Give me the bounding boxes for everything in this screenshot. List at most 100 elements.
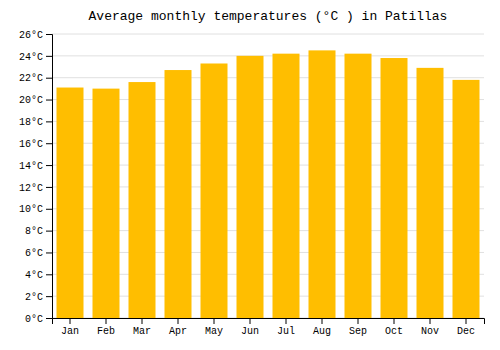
x-tick-mark xyxy=(430,318,431,324)
y-tick-label: 18°C xyxy=(19,117,43,128)
bar xyxy=(57,88,84,318)
y-tick-label: 24°C xyxy=(19,52,43,63)
y-tick-label: 4°C xyxy=(25,270,43,281)
x-tick-mark xyxy=(214,318,215,324)
x-tick: Apr xyxy=(169,318,187,337)
x-tick-label: Jan xyxy=(61,326,79,337)
grid-line xyxy=(52,55,484,56)
bars xyxy=(57,50,480,318)
x-tick: Dec xyxy=(457,318,475,337)
x-tick: Jun xyxy=(241,318,259,337)
y-tick: 6°C xyxy=(25,248,52,259)
x-tick-label: Apr xyxy=(169,326,187,337)
x-tick-mark xyxy=(322,318,323,324)
bar xyxy=(165,70,192,318)
y-tick: 24°C xyxy=(19,52,52,63)
y-tick-mark xyxy=(46,34,52,35)
x-tick-mark xyxy=(178,318,179,324)
x-tick-mark xyxy=(394,318,395,324)
x-tick-mark xyxy=(466,318,467,324)
x-tick-label: Jul xyxy=(277,326,295,337)
bar xyxy=(453,80,480,318)
x-tick: Jan xyxy=(61,318,79,337)
y-tick-label: 0°C xyxy=(25,314,43,325)
y-tick-mark xyxy=(46,121,52,122)
y-tick-label: 22°C xyxy=(19,73,43,84)
bar xyxy=(237,56,264,318)
y-tick-label: 6°C xyxy=(25,248,43,259)
y-tick-mark xyxy=(46,187,52,188)
y-tick-mark xyxy=(46,78,52,79)
y-tick-label: 2°C xyxy=(25,292,43,303)
y-tick-mark xyxy=(46,209,52,210)
y-tick-label: 16°C xyxy=(19,139,43,150)
x-tick-mark xyxy=(142,318,143,324)
grid xyxy=(52,34,484,318)
bar xyxy=(417,68,444,318)
y-tick-label: 14°C xyxy=(19,161,43,172)
y-tick: 16°C xyxy=(19,139,52,150)
y-tick: 14°C xyxy=(19,161,52,172)
y-axis-line xyxy=(46,35,53,319)
y-tick: 26°C xyxy=(19,30,52,41)
x-tick-label: Mar xyxy=(133,326,151,337)
y-tick-mark xyxy=(46,100,52,101)
y-tick: 2°C xyxy=(25,292,52,303)
y-tick-mark xyxy=(46,165,52,166)
y-tick-mark xyxy=(46,318,52,319)
grid-line xyxy=(52,34,484,35)
x-tick-label: Sep xyxy=(349,326,367,337)
x-tick: Feb xyxy=(97,318,115,337)
bar xyxy=(129,82,156,318)
y-tick: 4°C xyxy=(25,270,52,281)
x-tick-label: Aug xyxy=(313,326,331,337)
y-tick: 20°C xyxy=(19,95,52,106)
bar xyxy=(309,50,336,318)
x-tick: May xyxy=(205,318,223,337)
bar xyxy=(273,54,300,318)
bar xyxy=(93,89,120,318)
y-tick-label: 12°C xyxy=(19,183,43,194)
x-tick-mark xyxy=(250,318,251,324)
y-tick-mark xyxy=(46,56,52,57)
chart: 0°C 2°C 4°C 6°C 8°C 10°C 12°C 14°C 16°C 18°C 20°C 2… xyxy=(0,0,500,350)
x-tick-label: Nov xyxy=(421,326,439,337)
x-axis-line xyxy=(53,319,485,325)
x-tick: Nov xyxy=(421,318,439,337)
y-tick-mark xyxy=(46,252,52,253)
y-tick-mark xyxy=(46,231,52,232)
x-tick-mark xyxy=(106,318,107,324)
x-tick-label: Feb xyxy=(97,326,115,337)
x-tick-label: Jun xyxy=(241,326,259,337)
y-tick-label: 20°C xyxy=(19,95,43,106)
y-tick-label: 26°C xyxy=(19,30,43,41)
x-tick-label: Dec xyxy=(457,326,475,337)
x-tick-label: Oct xyxy=(385,326,403,337)
plot: 0°C 2°C 4°C 6°C 8°C 10°C 12°C 14°C 16°C 18°C 20°C 2… xyxy=(19,30,485,337)
x-tick-mark xyxy=(286,318,287,324)
x-tick: Aug xyxy=(313,318,331,337)
y-tick-label: 10°C xyxy=(19,204,43,215)
y-tick: 8°C xyxy=(25,226,52,237)
y-tick-label: 8°C xyxy=(25,226,43,237)
y-tick-mark xyxy=(46,296,52,297)
bar xyxy=(201,63,228,318)
bar xyxy=(345,54,372,318)
x-tick: Jul xyxy=(277,318,295,337)
x-tick-label: May xyxy=(205,326,223,337)
x-tick-mark xyxy=(358,318,359,324)
x-tick-mark xyxy=(70,318,71,324)
y-tick-mark xyxy=(46,143,52,144)
y-tick: 0°C xyxy=(25,314,52,325)
bar xyxy=(381,58,408,318)
title: Average monthly temperatures (°C ) in Pa… xyxy=(89,9,448,24)
y-tick: 12°C xyxy=(19,183,52,194)
y-tick-mark xyxy=(46,274,52,275)
y-axis: 0°C 2°C 4°C 6°C 8°C 10°C 12°C 14°C 16°C 18°C 20°C 2… xyxy=(19,30,53,325)
y-tick: 22°C xyxy=(19,73,52,84)
x-axis: Jan Feb Mar Apr May Jun Jul Aug Sep Oct Nov Dec xyxy=(53,318,485,337)
x-tick: Mar xyxy=(133,318,151,337)
y-tick: 18°C xyxy=(19,117,52,128)
x-tick: Oct xyxy=(385,318,403,337)
y-tick: 10°C xyxy=(19,204,52,215)
